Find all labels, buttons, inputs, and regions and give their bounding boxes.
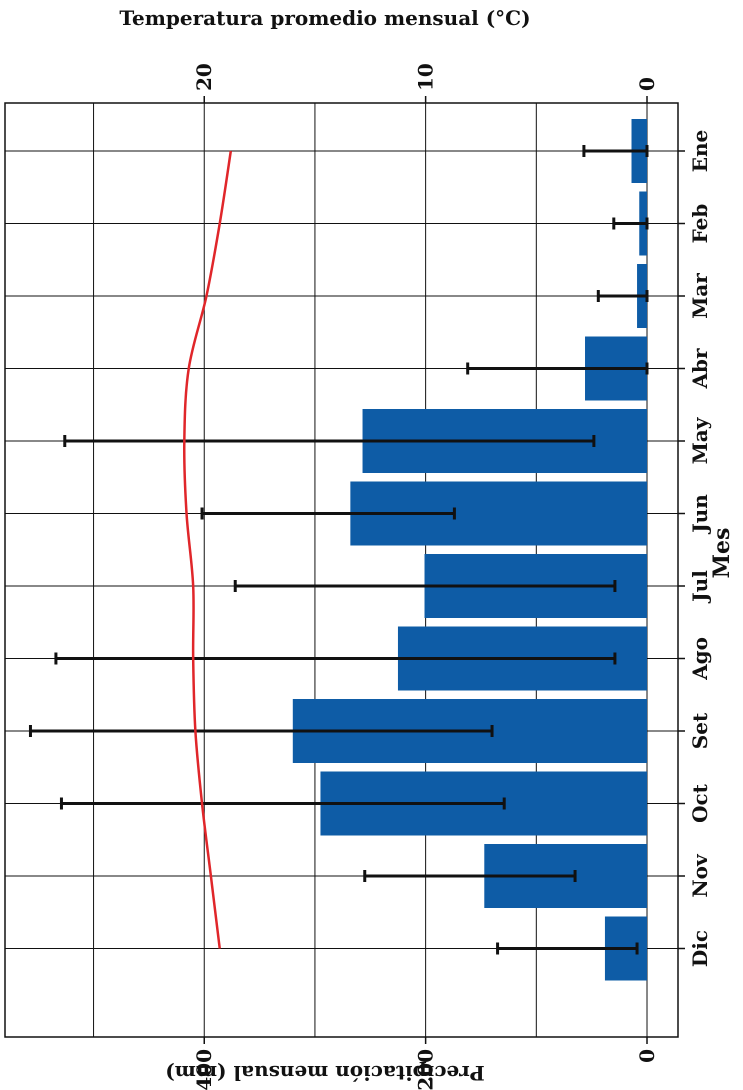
month-tick-label: Feb — [688, 204, 712, 244]
temperature-tick-label: 10 — [414, 63, 438, 91]
month-axis-title: Mes — [709, 528, 735, 579]
month-tick-label: Set — [688, 712, 712, 749]
month-tick-label: Abr — [688, 348, 712, 390]
month-tick-label: Jun — [688, 494, 712, 535]
precipitation-tick-label: 400 — [192, 1049, 216, 1090]
month-tick-label: Jul — [688, 570, 712, 604]
month-tick-label: Nov — [688, 853, 712, 898]
temperature-line — [182, 150, 233, 949]
month-tick-label: Ene — [688, 130, 712, 173]
month-tick-label: Dic — [688, 930, 712, 967]
temperature-tick-label: 20 — [192, 63, 216, 91]
precipitation-tick-label: 200 — [414, 1049, 438, 1090]
month-tick-label: Ago — [688, 637, 712, 681]
precipitation-tick-label: 0 — [635, 1049, 659, 1063]
error-bars — [28, 145, 649, 955]
temperature-line-group — [182, 150, 233, 949]
month-tick-label: Mar — [688, 273, 712, 319]
temperature-tick-label: 0 — [635, 77, 659, 91]
plot-frame — [4, 102, 679, 1038]
temperature-axis-title: Temperatura promedio mensual (°C) — [119, 6, 530, 30]
precipitation-bars — [292, 119, 648, 981]
precipitation-axis-title: Precipitación mensual (mm) — [165, 1061, 484, 1085]
axes: 0 200 400 0 10 20 Ene Feb Mar Abr May Jun Jul Ago Set O… — [192, 63, 712, 1090]
month-tick-label: Oct — [688, 783, 712, 823]
month-tick-label: May — [688, 416, 712, 464]
